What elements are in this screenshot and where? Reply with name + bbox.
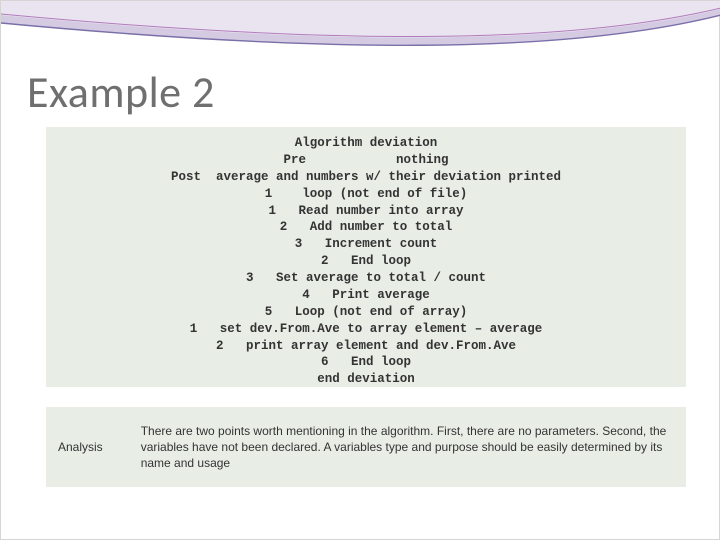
code-line: 2 Add number to total bbox=[280, 220, 453, 234]
code-line: 1 set dev.From.Ave to array element – av… bbox=[190, 322, 543, 336]
code-line: 1 loop (not end of file) bbox=[265, 187, 468, 201]
code-line: Post average and numbers w/ their deviat… bbox=[171, 170, 561, 184]
code-line: 3 Set average to total / count bbox=[246, 271, 486, 285]
code-line: 5 Loop (not end of array) bbox=[265, 305, 468, 319]
code-line: 1 Read number into array bbox=[268, 204, 463, 218]
algorithm-code-box: Algorithm deviation Pre nothing Post ave… bbox=[46, 127, 686, 387]
code-line: 2 print array element and dev.From.Ave bbox=[216, 339, 516, 353]
code-line: Algorithm deviation bbox=[295, 136, 438, 150]
analysis-text: There are two points worth mentioning in… bbox=[141, 423, 674, 472]
code-line: 3 Increment count bbox=[295, 237, 438, 251]
code-line: 6 End loop bbox=[321, 355, 411, 369]
page-title: Example 2 bbox=[27, 65, 215, 119]
analysis-row: Analysis There are two points worth ment… bbox=[46, 407, 686, 487]
slide: Example 2 Algorithm deviation Pre nothin… bbox=[0, 0, 720, 540]
code-line: end deviation bbox=[317, 372, 415, 386]
code-line: 2 End loop bbox=[321, 254, 411, 268]
code-line: 4 Print average bbox=[302, 288, 430, 302]
analysis-label: Analysis bbox=[58, 440, 103, 454]
header-swoosh bbox=[1, 1, 720, 67]
code-line: Pre nothing bbox=[283, 153, 448, 167]
